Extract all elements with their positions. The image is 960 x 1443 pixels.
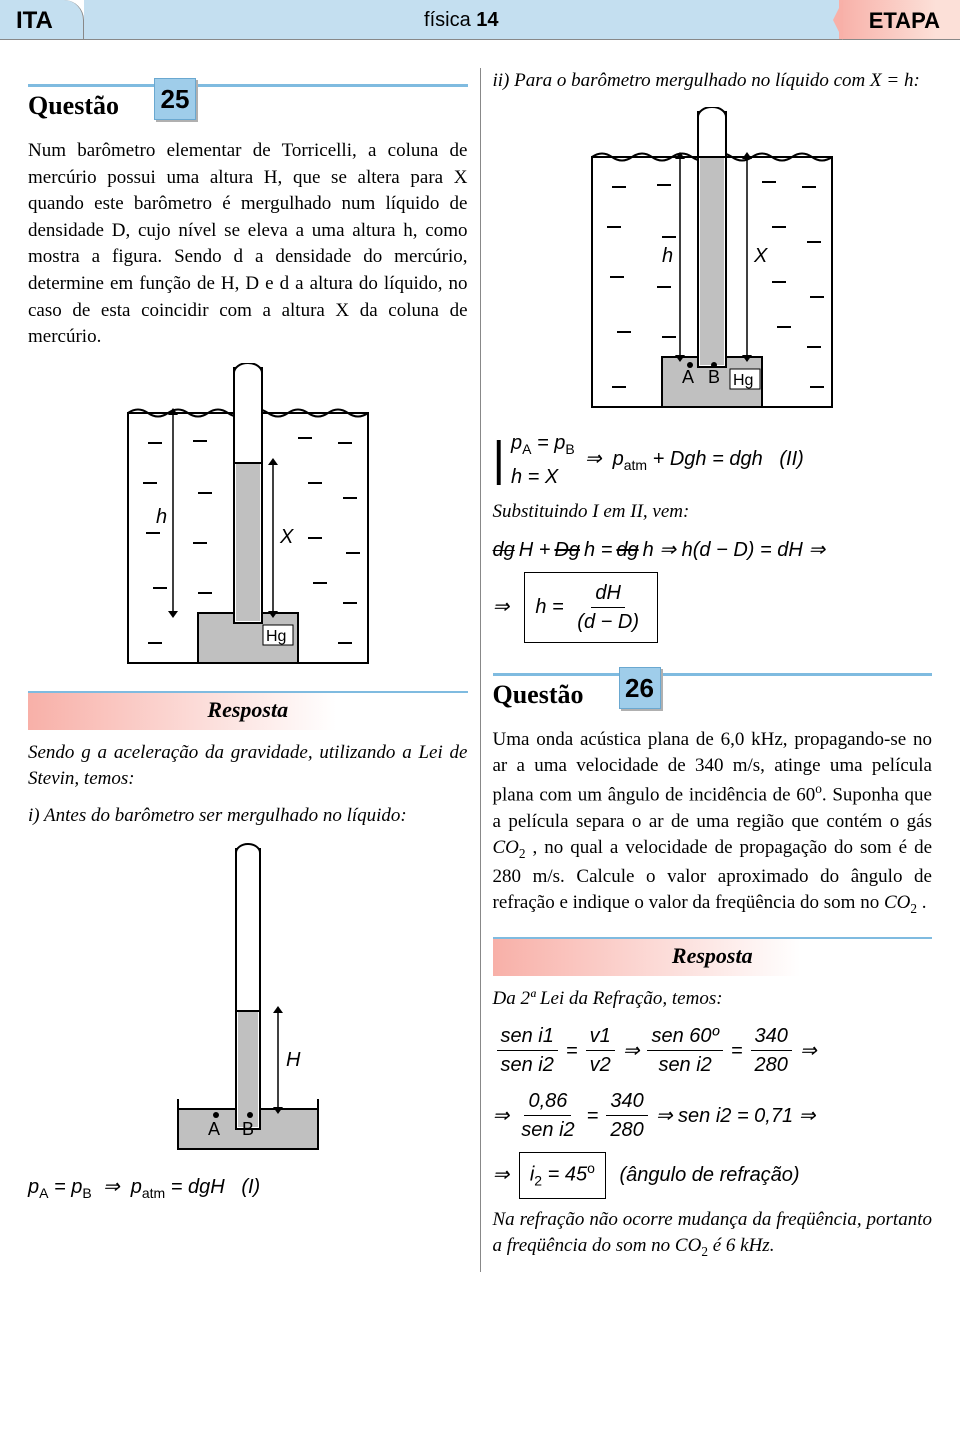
svg-text:X: X — [753, 245, 768, 267]
content-columns: Questão 25 Num barômetro elementar de To… — [0, 60, 960, 1280]
svg-text:Hg: Hg — [733, 372, 753, 389]
svg-text:Hg: Hg — [266, 628, 286, 645]
answer-26-boxed: ⇒ i2 = 45o (ângulo de refração) — [493, 1152, 933, 1198]
answer-den: (d − D) — [573, 608, 643, 636]
svg-text:B: B — [708, 367, 720, 387]
question-26-number: 26 — [619, 667, 661, 709]
answer-26-final: Na refração não ocorre mudança da freqüê… — [493, 1207, 933, 1262]
svg-text:A: A — [682, 367, 694, 387]
answer-25-boxed: ⇒ h = dH (d − D) — [493, 572, 933, 643]
question-25-rule — [28, 84, 468, 87]
svg-text:H: H — [286, 1049, 301, 1071]
header-title: física 14 — [84, 0, 839, 40]
right-column: ii) Para o barômetro mergulhado no líqui… — [481, 60, 945, 1280]
header-mid-num: 14 — [476, 9, 498, 31]
header-right-tab: ETAPA — [839, 0, 960, 40]
svg-text:h: h — [156, 506, 167, 528]
svg-text:X: X — [279, 526, 294, 548]
answer-num: dH — [591, 579, 625, 608]
svg-text:h: h — [662, 245, 673, 267]
answer-25-header: Resposta — [28, 691, 468, 730]
snell-line-2: ⇒ 0,86sen i2 = 340280 ⇒ sen i2 = 0,71 ⇒ — [493, 1087, 933, 1144]
equation-i: pA = pB ⇒ patm = dgH (I) — [28, 1173, 468, 1204]
question-26-header: Questão 26 — [493, 669, 933, 713]
answer-26-note: (ângulo de refração) — [619, 1161, 799, 1189]
question-25-number: 25 — [154, 78, 196, 120]
left-column: Questão 25 Num barômetro elementar de To… — [16, 60, 480, 1280]
question-25-problem: Num barômetro elementar de Torricelli, a… — [28, 138, 468, 351]
diagram-barometer-air: H A B — [138, 841, 358, 1161]
header-mid-prefix: física — [424, 9, 476, 31]
figure-q25-immersed: h X A B Hg — [493, 107, 933, 417]
answer-lhs: h = — [535, 593, 563, 621]
derivation-line: dgH + Dgh = dgh ⇒ h(d − D) = dH ⇒ — [493, 536, 933, 564]
snell-line-1: sen i1sen i2 = v1v2 ⇒ sen 60ºsen i2 = 34… — [493, 1022, 933, 1079]
equation-ii-bracket: | pA = pB h = X ⇒ patm + Dgh = dgh (II) — [493, 429, 933, 492]
figure-q25-before: H A B — [28, 841, 468, 1161]
question-25-header: Questão 25 — [28, 80, 468, 124]
snell-tail: ⇒ sen i2 = 0,71 ⇒ — [656, 1102, 816, 1130]
answer-26-intro: Da 2ª Lei da Refração, temos: — [493, 986, 933, 1013]
substitution-text: Substituindo I em II, vem: — [493, 499, 933, 526]
page-header: ITA física 14 ETAPA — [0, 0, 960, 40]
svg-text:A: A — [208, 1119, 220, 1139]
figure-q25-main: h X Hg — [28, 363, 468, 673]
question-26-rule — [493, 673, 933, 676]
answer-25-case-ii: ii) Para o barômetro mergulhado no líqui… — [493, 68, 933, 95]
answer-25-intro: Sendo g a aceleração da gravidade, utili… — [28, 740, 468, 793]
answer-25-case-i: i) Antes do barômetro ser mergulhado no … — [28, 803, 468, 830]
header-left-tab: ITA — [0, 0, 84, 40]
diagram-barometer-xh: h X A B Hg — [562, 107, 862, 417]
question-26-problem: Uma onda acústica plana de 6,0 kHz, prop… — [493, 727, 933, 919]
question-26-label: Questão — [493, 677, 584, 713]
svg-text:B: B — [242, 1119, 254, 1139]
answer-26-header: Resposta — [493, 937, 933, 976]
question-25-label: Questão — [28, 88, 119, 124]
diagram-barometer-liquid: h X Hg — [98, 363, 398, 673]
